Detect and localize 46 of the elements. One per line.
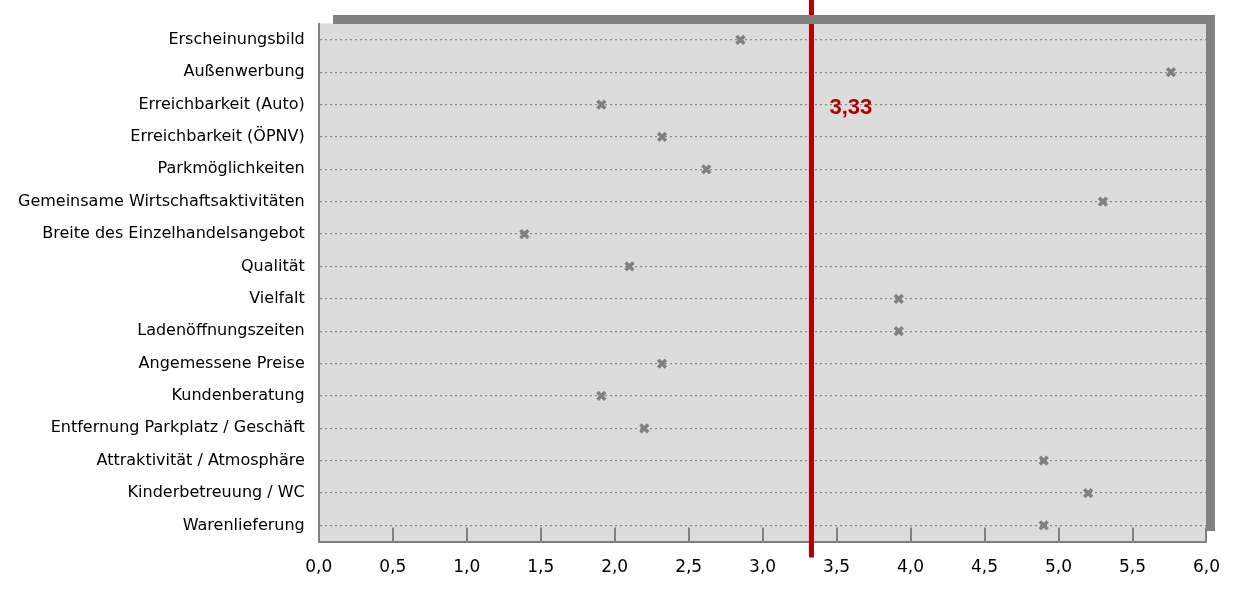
x-tick-label: 4,0 <box>897 556 925 577</box>
point <box>1097 196 1109 208</box>
y-tick-label: Parkmöglichkeiten <box>157 158 305 178</box>
point <box>518 228 531 240</box>
y-tick-label: Qualität <box>240 255 305 275</box>
point <box>1038 455 1050 467</box>
y-tick-label: Attraktivität / Atmosphäre <box>96 449 305 469</box>
x-tick-label: 5,0 <box>1045 556 1073 577</box>
x-tick-label: 0,5 <box>379 556 407 577</box>
x-tick-label: 4,5 <box>971 556 999 577</box>
x-tick-label: 1,5 <box>527 556 555 577</box>
point <box>1165 66 1177 78</box>
point <box>656 131 668 143</box>
x-tick-label: 2,5 <box>675 556 703 577</box>
point <box>595 98 607 111</box>
y-tick-label: Erreichbarkeit (ÖPNV) <box>130 126 305 146</box>
point <box>1038 519 1050 532</box>
y-tick-label: Vielfalt <box>249 287 305 307</box>
point <box>638 422 650 434</box>
point <box>1082 487 1094 499</box>
ref-line-label: 3,33 <box>829 93 873 119</box>
point <box>595 390 607 402</box>
y-tick-label: Entfernung Parkplatz / Geschäft <box>50 417 305 437</box>
x-tick-label: 6,0 <box>1192 556 1221 577</box>
y-tick-label: Erscheinungsbild <box>168 28 305 48</box>
y-tick-label: Außenwerbung <box>183 61 305 81</box>
y-tick-label: Erreichbarkeit (Auto) <box>138 93 305 113</box>
y-tick-label: Angemessene Preise <box>138 352 305 372</box>
point <box>623 260 636 273</box>
point <box>656 357 668 370</box>
x-tick-label: 5,5 <box>1118 556 1147 577</box>
y-tick-label: Kundenberatung <box>171 385 305 405</box>
y-tick-label: Ladenöffnungszeiten <box>137 320 305 340</box>
point <box>893 293 905 305</box>
y-tick-label: Kinderbetreuung / WC <box>127 482 305 502</box>
x-tick-label: 3,5 <box>823 556 851 577</box>
x-tick-label: 2,0 <box>601 556 629 577</box>
point <box>700 163 713 175</box>
x-tick-label: 1,0 <box>453 556 481 577</box>
y-tick-label: Warenlieferung <box>182 514 305 534</box>
x-tick-label: 0,0 <box>305 556 333 577</box>
y-tick-label: Gemeinsame Wirtschaftsaktivitäten <box>17 190 305 210</box>
x-tick-label: 3,0 <box>749 556 777 577</box>
point <box>734 34 747 46</box>
y-tick-label: Breite des Einzelhandelsangebot <box>42 223 305 243</box>
point <box>893 325 905 337</box>
